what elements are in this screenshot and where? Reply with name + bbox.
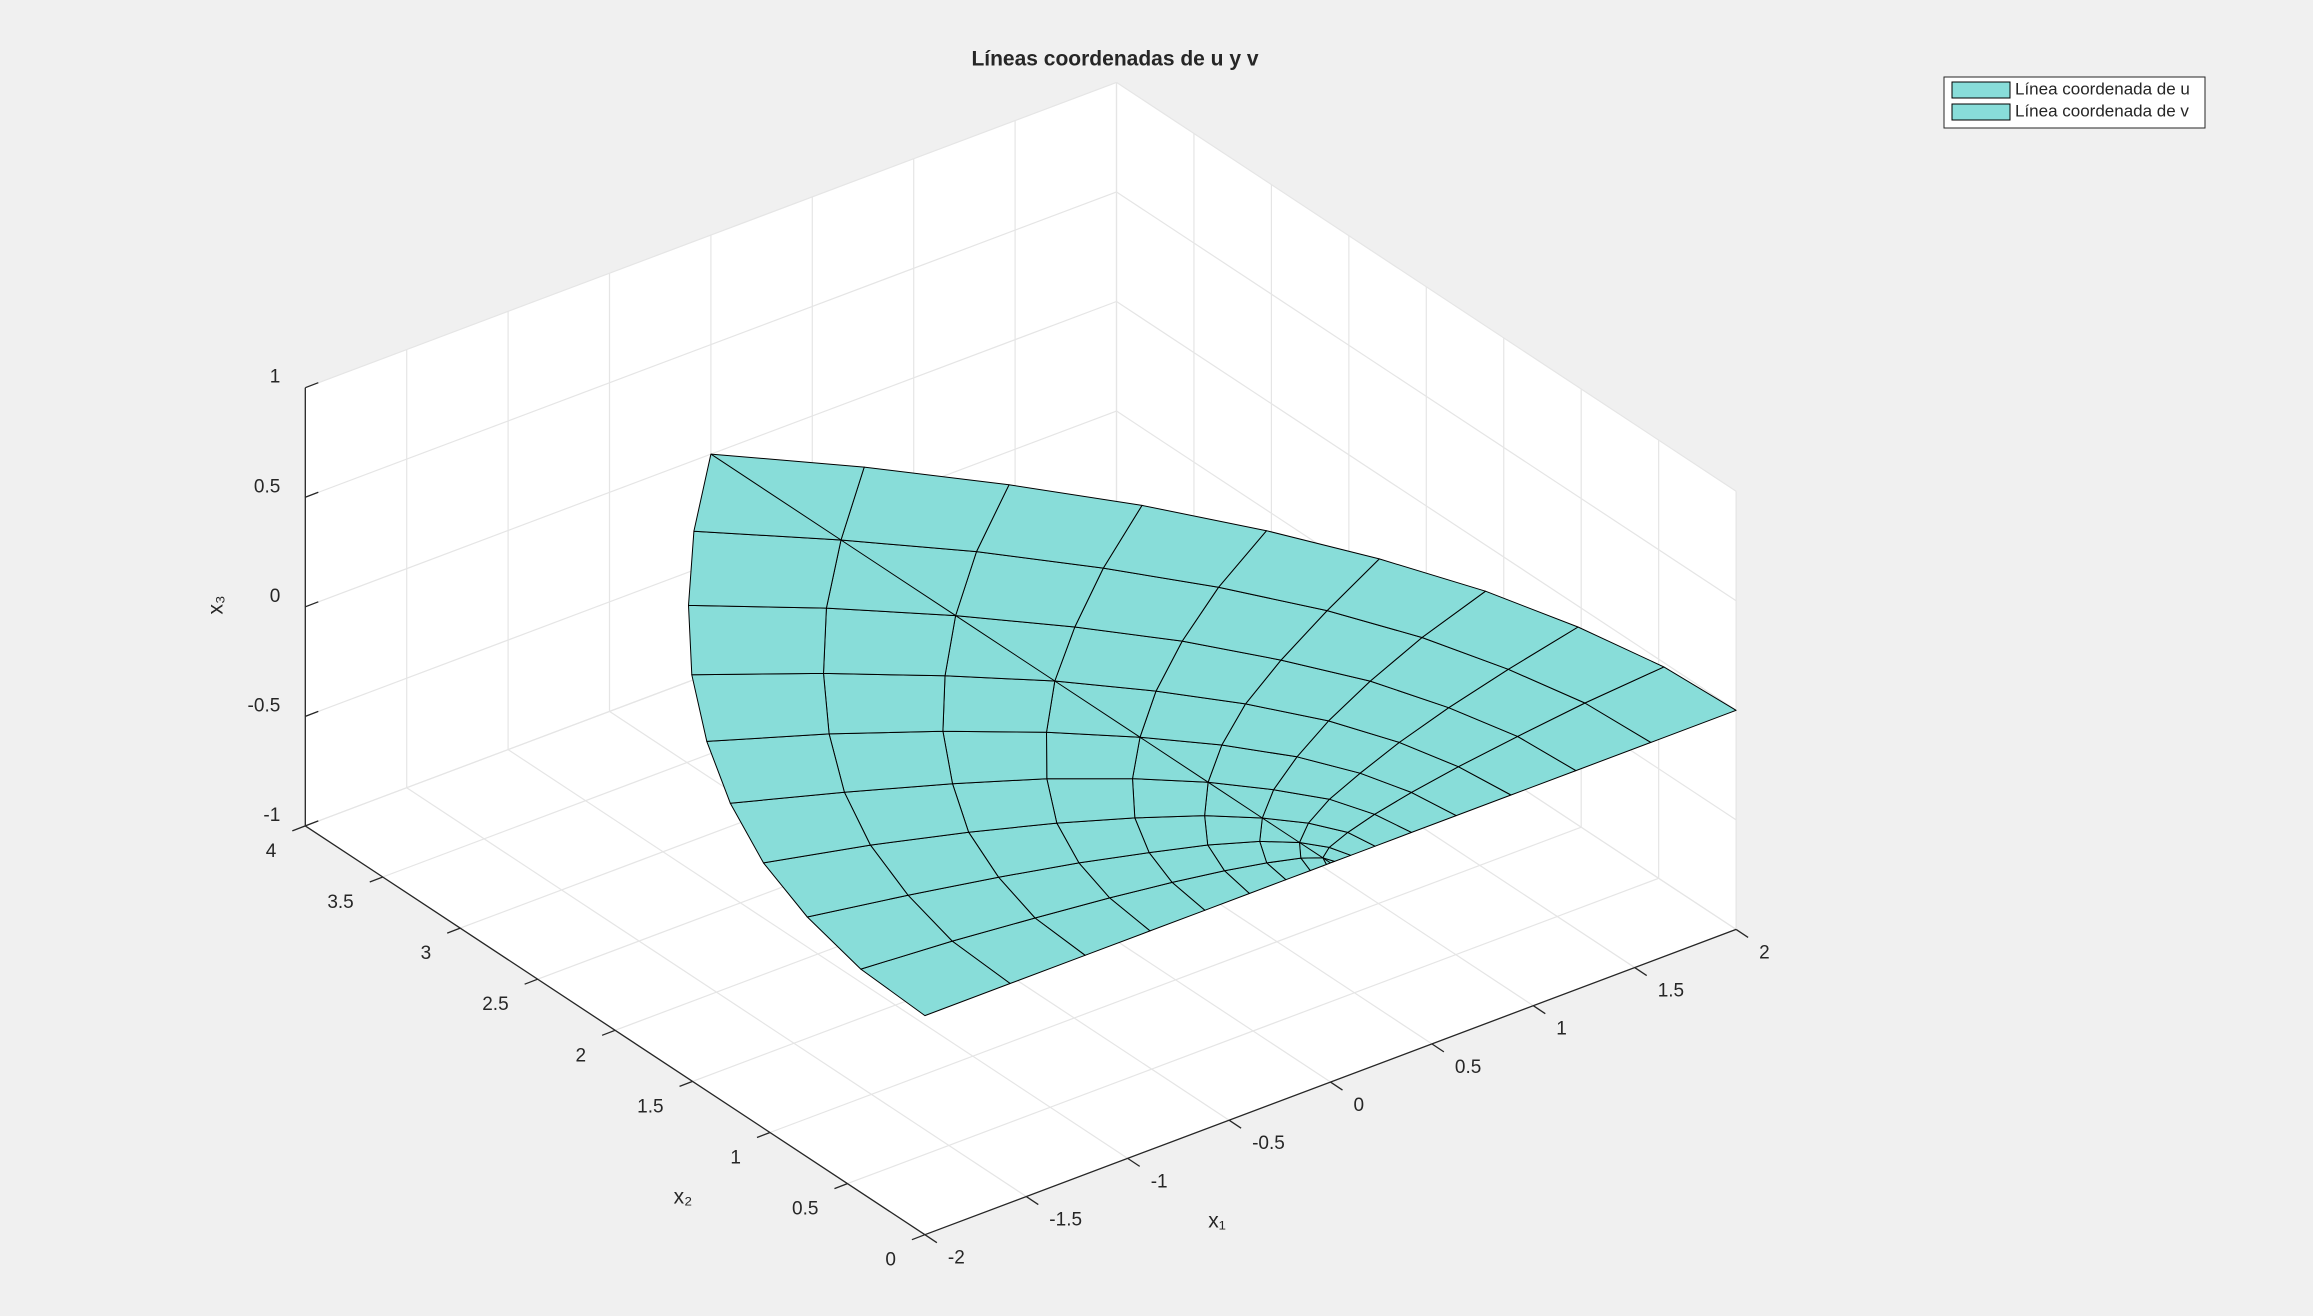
- legend-label: Línea coordenada de u: [2015, 79, 2190, 98]
- surface-cell: [828, 730, 953, 793]
- y-tick-label: 3.5: [327, 892, 353, 913]
- y-tick-label: 4: [266, 841, 277, 862]
- legend-swatch: [1951, 81, 2011, 99]
- surface-cell: [942, 675, 1056, 733]
- x-tick-label: 1: [1556, 1019, 1567, 1040]
- x-tick-label: 2: [1759, 942, 1770, 963]
- surface-cell: [691, 672, 830, 742]
- x-axis-line: [924, 928, 1737, 1236]
- tick-mark: [305, 601, 319, 608]
- y-tick-label: 2: [576, 1045, 587, 1066]
- tick-mark: [1431, 1043, 1445, 1053]
- y-axis-label: x₂: [674, 1186, 693, 1209]
- surface-cell: [688, 530, 842, 609]
- x-tick-label: 1.5: [1658, 981, 1684, 1002]
- y-tick-label: 0: [885, 1250, 896, 1271]
- z-tick-label: -0.5: [248, 695, 281, 716]
- x-tick-label: 0: [1354, 1095, 1365, 1116]
- y-tick-label: 1: [730, 1148, 741, 1169]
- tick-mark: [292, 825, 306, 832]
- tick-mark: [305, 820, 319, 827]
- grid-line: [305, 81, 1117, 389]
- legend: Línea coordenada de u Línea coordenada de…: [1943, 76, 2206, 129]
- surface-cell: [688, 604, 827, 676]
- grid-line: [1116, 81, 1737, 492]
- tick-mark: [1735, 928, 1749, 938]
- tick-mark: [1532, 1005, 1546, 1015]
- z-tick-label: 0.5: [254, 476, 280, 497]
- tick-mark: [305, 491, 319, 498]
- z-tick-label: 1: [270, 367, 281, 388]
- axes: -2 -1.5 -1 -0.5 0 0.5 1 1.5 2 0 0.5 1 1.5 2 2.5 3 3.5 4 -1…: [248, 367, 1770, 1271]
- tick-mark: [911, 1234, 926, 1241]
- surface-cell: [706, 733, 845, 804]
- mesh-diagonal: [710, 453, 1331, 864]
- x-tick-label: -2: [948, 1248, 965, 1269]
- tick-mark: [1127, 1157, 1141, 1167]
- surface-cell: [823, 607, 957, 677]
- tick-mark: [1228, 1119, 1242, 1129]
- x-tick-label: -0.5: [1252, 1133, 1285, 1154]
- y-tick-label: 2.5: [482, 994, 508, 1015]
- z-axis-label: x₃: [205, 595, 228, 614]
- tick-mark: [446, 927, 461, 934]
- z-tick-label: 0: [270, 586, 281, 607]
- surface-cell: [823, 672, 946, 735]
- y-tick-label: 0.5: [792, 1199, 818, 1220]
- x-tick-label: 0.5: [1455, 1057, 1481, 1078]
- surface-cell: [1132, 778, 1209, 819]
- tick-mark: [305, 382, 319, 389]
- tick-mark: [369, 876, 383, 883]
- z-tick-label: -1: [263, 805, 280, 826]
- tick-mark: [1330, 1081, 1343, 1091]
- tick-mark: [305, 710, 319, 717]
- surface-cell: [1046, 731, 1141, 780]
- surface-cell: [952, 778, 1058, 833]
- y-tick-label: 3: [421, 943, 432, 964]
- grid-line: [769, 826, 1582, 1134]
- legend-swatch: [1951, 103, 2011, 121]
- chart-title: Líneas coordenadas de u y v: [971, 48, 1258, 71]
- tick-mark: [924, 1234, 938, 1244]
- surface-cell: [1204, 815, 1263, 846]
- grid-line: [305, 191, 1117, 498]
- x-tick-label: -1.5: [1049, 1210, 1082, 1231]
- tick-mark: [601, 1029, 616, 1036]
- surface-cell: [1046, 778, 1136, 824]
- tick-mark: [1025, 1195, 1039, 1206]
- tick-mark: [679, 1080, 693, 1088]
- surface-cell: [693, 453, 865, 541]
- y-axis-line: [304, 825, 926, 1236]
- grid-line: [847, 877, 1659, 1185]
- surface-cell: [825, 539, 977, 617]
- x-axis-label: x₁: [1208, 1210, 1226, 1233]
- tick-mark: [756, 1131, 771, 1139]
- tick-mark: [524, 978, 538, 985]
- y-tick-label: 1.5: [637, 1096, 663, 1117]
- grid-line: [1116, 300, 1737, 711]
- surface: [688, 453, 1737, 1017]
- tick-mark: [834, 1182, 848, 1190]
- tick-mark: [1634, 967, 1648, 977]
- surface-cell: [942, 730, 1048, 785]
- x-tick-label: -1: [1151, 1171, 1168, 1192]
- grid-line: [1116, 191, 1737, 602]
- legend-label: Línea coordenada de v: [2015, 101, 2189, 120]
